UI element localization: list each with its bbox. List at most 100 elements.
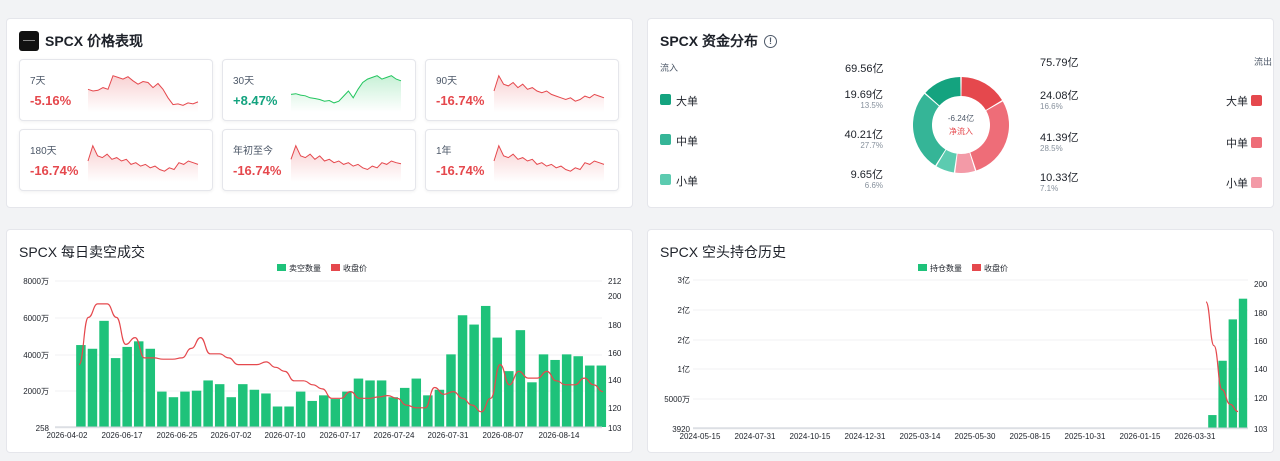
price-panel-title: SPCX 价格表现: [19, 31, 143, 51]
price-card-period: 1年: [436, 146, 452, 157]
price-card[interactable]: 30天 +8.47%: [222, 59, 416, 121]
right-axis-tick-label: 140: [1254, 365, 1268, 374]
bar: [411, 378, 422, 427]
right-axis-tick-label: 180: [1254, 309, 1268, 318]
sparkline-line: [87, 144, 199, 172]
sparkline-area: [494, 145, 604, 182]
bar: [110, 358, 121, 427]
bar: [492, 337, 502, 427]
x-axis-tick-label: 2025-03-14: [900, 432, 941, 441]
outflow-total: 75.79亿: [1040, 57, 1079, 69]
inflow-color-swatch: [660, 174, 671, 185]
right-axis-tick-label: 103: [1254, 425, 1268, 434]
sparkline-line: [290, 75, 402, 104]
bar: [319, 395, 329, 427]
price-card[interactable]: 1年 -16.74%: [425, 129, 619, 191]
donut-center-label: 净流入: [949, 126, 973, 136]
inflow-name: 小单: [676, 176, 698, 188]
right-axis-tick-label: 180: [608, 321, 622, 330]
left-axis-tick-label: 1亿: [678, 364, 690, 374]
price-card-change: +8.47%: [233, 93, 278, 108]
info-icon[interactable]: !: [764, 34, 778, 48]
outflow-color-swatch: [1251, 137, 1262, 148]
close-price-line: [1205, 301, 1239, 413]
price-card[interactable]: 180天 -16.74%: [19, 129, 213, 191]
bar: [585, 365, 595, 427]
legend-bar-swatch: [918, 264, 927, 271]
sparkline-area: [88, 145, 198, 182]
price-card-change: -16.74%: [436, 163, 485, 178]
legend-line-swatch: [331, 264, 340, 271]
price-card-period: 180天: [30, 146, 57, 157]
bar: [353, 378, 364, 427]
bar: [145, 348, 156, 427]
bar: [261, 393, 271, 427]
x-axis-tick-label: 2024-05-15: [680, 432, 721, 441]
inflow-label: 流入: [660, 63, 679, 73]
inflow-percent: 27.7%: [860, 141, 883, 150]
sparkline: [87, 75, 199, 112]
outflow-amount: 41.39亿: [1040, 132, 1079, 144]
close-price-line: [78, 303, 604, 413]
bar: [1218, 360, 1227, 428]
right-axis-tick-label: 140: [608, 376, 622, 385]
bar: [87, 348, 98, 427]
right-axis-tick-label: 120: [608, 404, 622, 413]
bar: [423, 395, 433, 427]
inflow-name: 大单: [676, 96, 698, 108]
donut-slice: [970, 101, 1010, 171]
x-axis-tick-label: 2024-10-15: [790, 432, 831, 441]
bar: [515, 330, 526, 427]
bar: [457, 315, 468, 427]
sparkline-line: [290, 144, 402, 171]
bar: [399, 387, 410, 427]
bar: [284, 406, 294, 427]
x-axis-tick-label: 2025-05-30: [955, 432, 996, 441]
outflow-name: 小单: [1226, 178, 1248, 190]
sparkline: [290, 75, 402, 112]
price-card[interactable]: 7天 -5.16%: [19, 59, 213, 121]
fund-distribution-panel: SPCX 资金分布 ! 流入 69.56亿 流出 75.79亿 大单 19.69亿…: [647, 18, 1274, 208]
sparkline: [493, 144, 605, 182]
x-axis-tick-label: 2026-06-25: [157, 431, 198, 440]
left-axis-tick-label: 258: [36, 424, 50, 433]
outflow-percent: 16.6%: [1040, 102, 1063, 111]
legend-bar-swatch: [277, 264, 286, 271]
bar: [1208, 415, 1217, 428]
inflow-total: 69.56亿: [845, 63, 884, 75]
right-axis-tick-label: 103: [608, 424, 622, 433]
price-card-period: 90天: [436, 76, 458, 87]
price-card-change: -16.74%: [436, 93, 485, 108]
bar: [573, 356, 583, 427]
outflow-color-swatch: [1251, 177, 1262, 188]
x-axis-tick-label: 2026-07-17: [320, 431, 361, 440]
inflow-name: 中单: [676, 136, 698, 148]
bar: [157, 391, 167, 427]
bar: [527, 382, 537, 427]
sparkline: [87, 144, 199, 182]
outflow-name: 中单: [1226, 138, 1248, 150]
inflow-color-swatch: [660, 94, 671, 105]
inflow-color-swatch: [660, 134, 671, 145]
inflow-amount: 9.65亿: [850, 169, 883, 181]
bar: [434, 389, 445, 427]
x-axis-tick-label: 2026-03-31: [1175, 432, 1216, 441]
bar: [330, 399, 341, 427]
bar: [76, 345, 86, 427]
sparkline: [290, 144, 402, 182]
x-axis-tick-label: 2025-08-15: [1010, 432, 1051, 441]
bar: [538, 354, 549, 427]
bar: [480, 305, 491, 427]
price-card-change: -5.16%: [30, 93, 72, 108]
left-axis-tick-label: 2000万: [23, 387, 49, 396]
daily-short-volume-panel: SPCX 每日卖空成交 卖空数量 收盘价 8000万 6000万 4000万 2000万…: [6, 229, 633, 453]
outflow-label: 流出: [1254, 57, 1273, 67]
outflow-color-swatch: [1251, 95, 1262, 106]
bar: [203, 380, 213, 427]
sparkline-area: [494, 75, 604, 112]
price-card[interactable]: 90天 -16.74%: [425, 59, 619, 121]
bar: [550, 359, 560, 427]
legend-line-swatch: [972, 264, 981, 271]
bar: [446, 354, 456, 427]
price-card[interactable]: 年初至今 -16.74%: [222, 129, 416, 191]
